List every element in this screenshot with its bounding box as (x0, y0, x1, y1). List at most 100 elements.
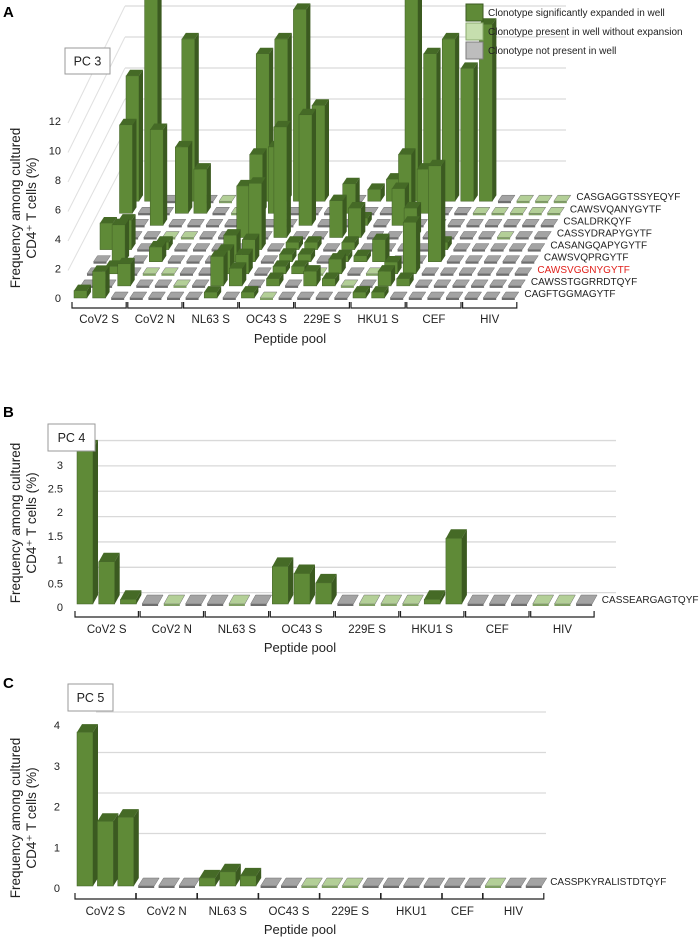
bar-front (239, 875, 257, 887)
bar (193, 163, 211, 214)
y-tick-label: 10 (49, 146, 61, 158)
tile-top (471, 243, 490, 250)
bar-side (130, 257, 135, 286)
bar-side (366, 249, 371, 262)
tile-top (192, 243, 211, 250)
tile-edge (467, 604, 484, 606)
tile-edge (285, 285, 299, 288)
y-tick-label: 2 (54, 802, 60, 814)
bar-side (93, 724, 98, 886)
bar-top (328, 253, 346, 260)
tile-edge (576, 604, 593, 606)
tile-top (534, 194, 553, 202)
floor-tile (458, 267, 477, 276)
bar (92, 265, 110, 299)
tile-edge (483, 298, 497, 300)
floor-tile (199, 231, 217, 240)
bar-front (175, 146, 189, 214)
bar-side (311, 248, 316, 262)
floor-tile (147, 291, 166, 300)
floor-tile (534, 194, 553, 204)
tile-edge (521, 261, 535, 264)
bar-side (461, 529, 467, 604)
bar-top (112, 218, 130, 225)
tile-edge (359, 604, 376, 606)
bar-top (150, 123, 168, 130)
floor-tile (178, 877, 201, 888)
floor-tile (439, 267, 458, 276)
bar-top (272, 557, 294, 567)
tile-top (110, 291, 129, 299)
floor-tile (489, 279, 508, 288)
tile-top (484, 877, 507, 887)
bar-side (416, 216, 421, 274)
bar-front (193, 168, 208, 214)
group-bracket (350, 302, 406, 309)
clonotype-label: CASSEARGAGTQYF (602, 595, 699, 606)
group-label: HIV (480, 314, 500, 326)
tile-top (514, 267, 533, 275)
bar-side (256, 867, 262, 886)
tile-edge (466, 225, 480, 228)
bar-front (423, 599, 441, 605)
tile-top (508, 243, 527, 250)
bar-front (272, 566, 289, 605)
floor-tile (185, 594, 207, 606)
tile-edge (167, 261, 181, 264)
bar-side (411, 148, 416, 214)
floor-tile (445, 291, 464, 300)
panel-c: 0 1 2 3 4 Frequency among culturedCD4⁺ T cell… (3, 675, 666, 937)
tile-top (502, 255, 521, 262)
floor-tile (521, 219, 540, 228)
bar-top (273, 260, 290, 267)
tile-edge (498, 201, 511, 204)
bar-side (292, 248, 297, 262)
bar-front (402, 221, 417, 275)
tile-top (465, 219, 484, 226)
tile-edge (185, 604, 202, 606)
bar (219, 863, 241, 887)
tile-edge (379, 213, 393, 216)
tile-top (260, 877, 283, 887)
group-bracket (482, 893, 545, 900)
tile-top (421, 267, 440, 275)
tile-top (414, 279, 433, 287)
tile-edge (260, 298, 273, 300)
floor-tile (408, 291, 427, 300)
bar (149, 123, 168, 226)
tile-edge (446, 298, 459, 300)
tile-edge (131, 225, 145, 228)
bar-front (149, 246, 163, 262)
floor-tile (478, 231, 496, 240)
floor-tile (465, 219, 484, 228)
bar (402, 216, 421, 275)
floor-tile (141, 594, 164, 606)
tile-top (135, 279, 154, 287)
floor-tile (464, 291, 483, 300)
floor-tile (253, 267, 272, 276)
group-label: HKU1 (396, 906, 427, 918)
bar (175, 140, 193, 214)
bar (285, 236, 303, 250)
pc-label-box (64, 47, 111, 75)
y-tick-label: 8 (55, 175, 61, 187)
tile-edge (485, 886, 501, 888)
tile-top (186, 219, 205, 226)
tile-top (402, 877, 425, 887)
tile-top (280, 877, 303, 887)
bar (273, 120, 291, 238)
floor-tile (575, 594, 598, 606)
group-bracket (465, 611, 530, 618)
tile-top (266, 243, 285, 250)
bar (203, 286, 222, 299)
bar-top (315, 573, 337, 583)
bar-side (325, 99, 329, 202)
tile-top (278, 291, 297, 299)
bar (371, 286, 389, 299)
bar-side (255, 233, 260, 262)
tile-edge (446, 261, 460, 264)
floor-tile (447, 219, 466, 228)
bar-top (312, 99, 329, 106)
gridlines (96, 711, 546, 835)
group-label: CoV2 N (152, 624, 192, 636)
